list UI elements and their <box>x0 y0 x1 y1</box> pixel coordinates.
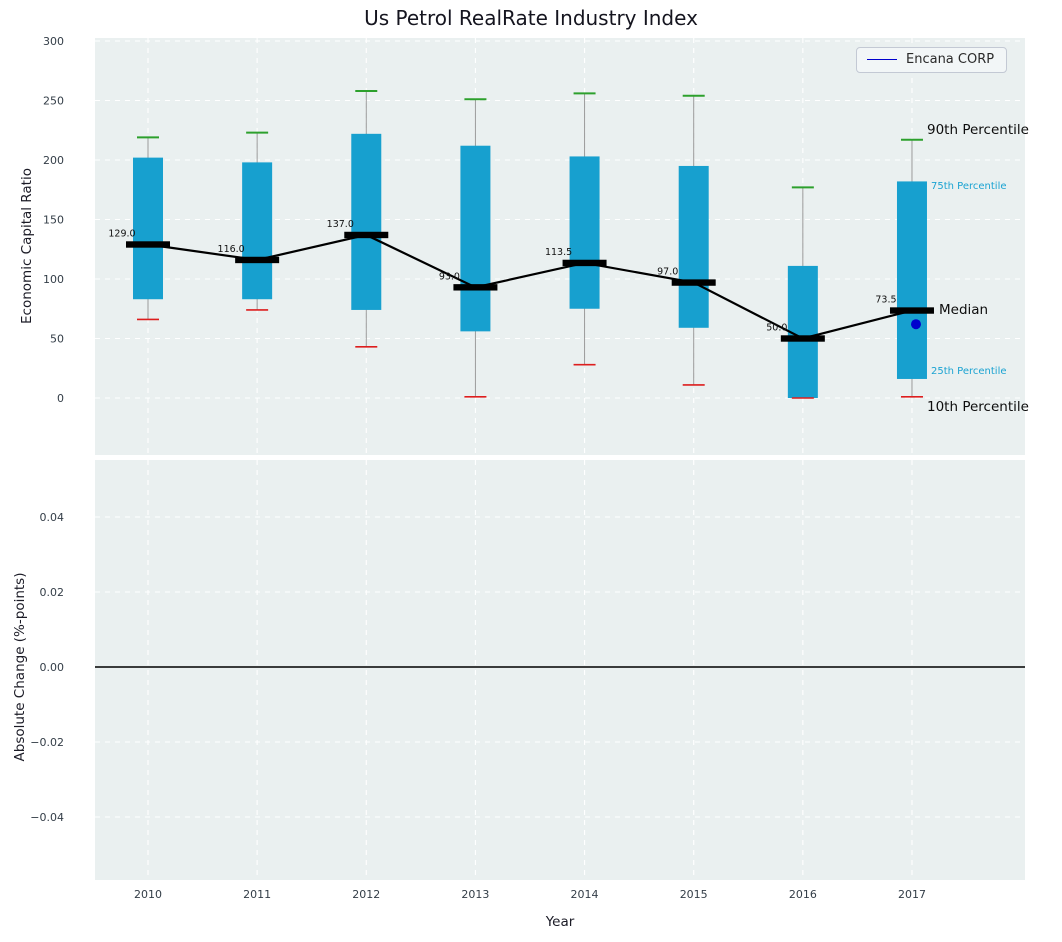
bottom-ytick-label: −0.04 <box>30 811 64 824</box>
iqr-bar-2013 <box>460 145 491 332</box>
median-marker-2017 <box>889 307 934 314</box>
median-value-label-2015: 97.0 <box>657 267 678 278</box>
median-value-label-2013: 93.0 <box>439 271 460 282</box>
xtick-label-2012: 2012 <box>352 888 380 901</box>
x-axis-label: Year <box>545 914 575 930</box>
annotation-10th-percentile: 10th Percentile <box>927 399 1029 415</box>
bottom-plot-background <box>95 460 1025 880</box>
legend-line-icon <box>867 59 897 60</box>
median-value-label-2011: 116.0 <box>218 244 245 255</box>
median-marker-2016 <box>780 335 825 342</box>
top-y-axis-label: Economic Capital Ratio <box>19 168 35 324</box>
top-ytick-label: 300 <box>43 35 64 48</box>
annotation-25th-percentile: 25th Percentile <box>931 366 1007 377</box>
median-value-label-2012: 137.0 <box>327 219 354 230</box>
xtick-label-2010: 2010 <box>134 888 162 901</box>
legend-label: Encana CORP <box>906 52 995 67</box>
chart-title: Us Petrol RealRate Industry Index <box>364 6 698 30</box>
annotation-median: Median <box>939 302 989 318</box>
annotation-90th-percentile: 90th Percentile <box>927 122 1029 138</box>
bottom-ytick-label: 0.00 <box>40 661 65 674</box>
top-ytick-label: 0 <box>57 392 64 405</box>
median-line <box>147 233 913 340</box>
iqr-bar-2014 <box>569 156 600 309</box>
top-ytick-label: 250 <box>43 95 64 108</box>
top-ytick-label: 200 <box>43 154 64 167</box>
bottom-ytick-label: 0.04 <box>40 511 65 524</box>
median-marker-2015 <box>671 279 716 286</box>
iqr-bar-2016 <box>787 265 818 398</box>
median-value-label-2014: 113.5 <box>545 247 572 258</box>
top-ytick-label: 50 <box>50 333 64 346</box>
median-marker-2010 <box>126 241 170 248</box>
iqr-bar-2011 <box>242 162 273 300</box>
xtick-label-2011: 2011 <box>243 888 271 901</box>
median-marker-2012 <box>344 231 389 239</box>
median-marker-2014 <box>562 259 607 267</box>
bottom-ytick-label: 0.02 <box>40 586 65 599</box>
iqr-bar-2017 <box>896 181 927 379</box>
iqr-bar-2015 <box>678 165 709 328</box>
median-marker-2013 <box>453 284 498 291</box>
xtick-label-2015: 2015 <box>680 888 708 901</box>
bottom-y-axis-label: Absolute Change (%-points) <box>12 572 28 762</box>
xtick-label-2017: 2017 <box>898 888 926 901</box>
median-marker-2011 <box>235 256 280 264</box>
legend: Encana CORP <box>856 47 1008 73</box>
top-ytick-label: 100 <box>43 273 64 286</box>
iqr-bar-2010 <box>133 157 163 300</box>
median-value-label-2016: 50.0 <box>766 323 787 334</box>
company-point <box>910 319 921 330</box>
annotation-75th-percentile: 75th Percentile <box>931 181 1007 192</box>
bottom-ytick-label: −0.02 <box>30 736 64 749</box>
xtick-label-2013: 2013 <box>461 888 489 901</box>
top-ytick-label: 150 <box>43 214 64 227</box>
xtick-label-2016: 2016 <box>789 888 817 901</box>
median-value-label-2017: 73.5 <box>875 295 896 306</box>
xtick-label-2014: 2014 <box>571 888 599 901</box>
iqr-bar-2012 <box>351 133 382 310</box>
median-value-label-2010: 129.0 <box>108 228 135 239</box>
